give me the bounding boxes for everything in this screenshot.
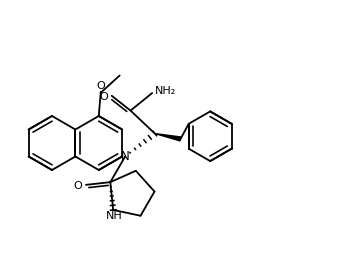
Text: NH: NH [106,211,122,221]
Text: O: O [73,181,82,191]
Polygon shape [155,134,181,141]
Text: NH₂: NH₂ [155,86,176,96]
Text: N: N [121,150,130,163]
Text: O: O [99,92,108,102]
Text: O: O [96,81,105,91]
